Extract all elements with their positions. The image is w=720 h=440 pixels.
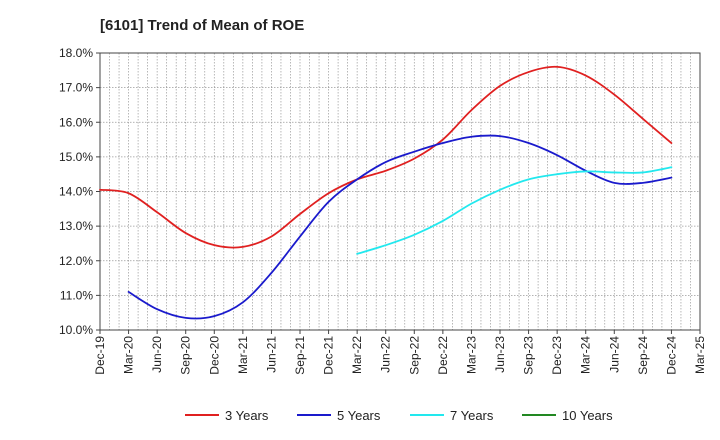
x-tick-label: Dec-21 [322,336,336,375]
y-tick-label: 12.0% [59,254,93,268]
grid-lines [100,53,700,330]
x-tick-label: Sep-24 [636,336,650,375]
x-tick-label: Dec-19 [93,336,107,375]
legend: 3 Years 5 Years 7 Years 10 Years [185,408,613,423]
legend-label: 3 Years [225,408,269,423]
x-tick-label: Mar-20 [122,336,136,374]
x-tick-label: Sep-23 [522,336,536,375]
legend-label: 10 Years [562,408,613,423]
x-tick-label: Mar-25 [693,336,707,374]
y-tick-label: 13.0% [59,219,93,233]
x-tick-label: Mar-23 [464,336,478,374]
y-tick-label: 17.0% [59,81,93,95]
series-line-5-years [127,134,673,320]
x-axis: Dec-19 Mar-20 Jun-20 Sep-20 Dec-20 Mar-21 Jun-… [93,330,707,375]
y-tick-label: 15.0% [59,150,93,164]
y-tick-label: 16.0% [59,115,93,129]
y-axis: 10.0% 11.0% 12.0% 13.0% 14.0% 15.0% 16.0% 17.0%… [59,46,100,337]
x-tick-label: Jun-21 [264,336,278,373]
series-line-3-years [99,65,673,249]
series-line-7-years [356,166,673,255]
x-tick-label: Dec-24 [664,336,678,375]
x-tick-label: Dec-22 [436,336,450,375]
x-tick-label: Mar-22 [350,336,364,374]
legend-label: 5 Years [337,408,381,423]
x-tick-label: Sep-20 [179,336,193,375]
x-tick-label: Dec-20 [207,336,221,375]
x-tick-label: Dec-23 [550,336,564,375]
x-tick-label: Mar-21 [236,336,250,374]
x-tick-label: Sep-21 [293,336,307,375]
x-tick-label: Jun-23 [493,336,507,373]
x-tick-label: Jun-20 [150,336,164,373]
y-tick-label: 14.0% [59,185,93,199]
y-tick-label: 18.0% [59,46,93,60]
x-tick-label: Mar-24 [579,336,593,374]
legend-label: 7 Years [450,408,494,423]
x-tick-label: Sep-22 [407,336,421,375]
y-tick-label: 10.0% [59,323,93,337]
y-tick-label: 11.0% [60,288,93,302]
chart-title: [6101] Trend of Mean of ROE [100,17,304,34]
x-tick-label: Jun-22 [379,336,393,373]
series-lines [99,65,673,320]
x-tick-label: Jun-24 [607,336,621,373]
